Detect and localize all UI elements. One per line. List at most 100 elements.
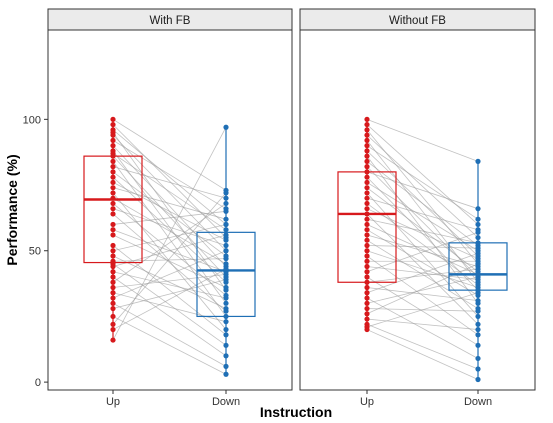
data-point-up (364, 284, 370, 291)
data-point-up (364, 232, 370, 238)
pair-line (366, 166, 479, 278)
data-point-up (364, 116, 370, 122)
data-point-up (110, 227, 116, 233)
pair-line (366, 252, 479, 294)
data-point-up (110, 143, 116, 149)
x-tick-label: Up (106, 396, 120, 408)
data-point-up (364, 132, 370, 138)
data-point-down (223, 124, 229, 130)
y-tick-label: 50 (29, 246, 41, 258)
data-point-down (475, 274, 481, 280)
pair-line (112, 197, 227, 265)
data-point-down (223, 300, 229, 306)
data-point-down (475, 158, 481, 164)
facet-strip (47, 8, 293, 31)
pair-line (366, 182, 479, 252)
data-point-up (110, 121, 116, 128)
data-point-up (110, 242, 116, 249)
data-point-up (364, 179, 370, 186)
data-point-up (110, 137, 116, 143)
pair-line (112, 140, 227, 210)
data-point-up (110, 248, 116, 254)
data-point-down (475, 234, 481, 241)
data-point-down (475, 206, 481, 212)
pair-line (112, 182, 227, 241)
data-point-up (110, 326, 116, 333)
data-point-down (223, 266, 229, 272)
pair-line (112, 224, 227, 252)
data-point-up (110, 221, 116, 228)
pair-line (112, 187, 227, 220)
facet-strip-label: Without FB (389, 15, 446, 27)
data-point-up (364, 316, 370, 322)
pair-line (366, 323, 479, 370)
data-point-up (364, 253, 370, 259)
data-point-down (475, 245, 481, 251)
pair-line (112, 268, 227, 330)
data-point-up (110, 174, 116, 180)
data-point-up (364, 169, 370, 175)
data-point-up (364, 143, 370, 149)
pair-line (112, 124, 227, 238)
data-point-down (475, 308, 481, 314)
data-point-down (223, 195, 229, 201)
data-point-down (223, 248, 229, 254)
data-point-down (475, 321, 481, 327)
pair-line (366, 292, 479, 328)
pair-line (112, 245, 227, 336)
pair-line (112, 192, 227, 325)
data-point-down (223, 227, 229, 233)
data-point-down (223, 208, 229, 214)
data-point-up (110, 153, 116, 159)
pair-line (112, 271, 227, 299)
pair-line (112, 234, 227, 267)
data-point-up (110, 232, 116, 238)
pair-line (112, 279, 227, 309)
data-point-up (110, 116, 116, 122)
data-point-down (223, 342, 229, 348)
data-point-down (223, 242, 229, 249)
data-point-up (110, 290, 116, 296)
pair-line (366, 268, 479, 283)
panel-with-fb: With FB Up Down (47, 8, 293, 408)
x-tick-label: Down (212, 396, 240, 408)
data-point-down (223, 319, 229, 325)
data-point-up (364, 295, 370, 301)
panel-without-fb: Without FB Up Down (299, 8, 536, 408)
data-point-down (223, 313, 229, 320)
pair-line (366, 255, 479, 336)
data-point-up (110, 169, 116, 175)
data-point-down (475, 298, 481, 304)
y-axis-title: Performance (%) (4, 154, 20, 265)
pair-line (112, 263, 227, 346)
pair-line (112, 210, 227, 225)
pair-line (112, 273, 227, 288)
pair-line (112, 119, 227, 191)
pair-line (112, 208, 227, 246)
data-point-up (364, 137, 370, 143)
pair-line (366, 297, 479, 359)
pair-line (112, 213, 227, 312)
data-point-down (223, 363, 229, 369)
data-point-up (110, 263, 116, 270)
data-point-down (475, 313, 481, 320)
panel-border (47, 29, 293, 391)
data-point-up (364, 216, 370, 222)
pair-line (112, 155, 227, 278)
data-point-down (223, 295, 229, 301)
data-point-up (364, 195, 370, 201)
pair-line (112, 161, 227, 317)
data-point-up (110, 164, 116, 170)
data-point-up (364, 311, 370, 317)
pair-line (366, 245, 479, 249)
data-point-down (475, 250, 481, 256)
data-point-down (223, 221, 229, 228)
pair-line (366, 224, 479, 275)
data-point-up (364, 290, 370, 296)
data-point-down (475, 284, 481, 291)
data-point-up (110, 158, 116, 164)
data-point-down (223, 326, 229, 333)
data-point-up (110, 253, 116, 259)
panel-border (299, 29, 536, 391)
data-point-up (110, 313, 116, 320)
